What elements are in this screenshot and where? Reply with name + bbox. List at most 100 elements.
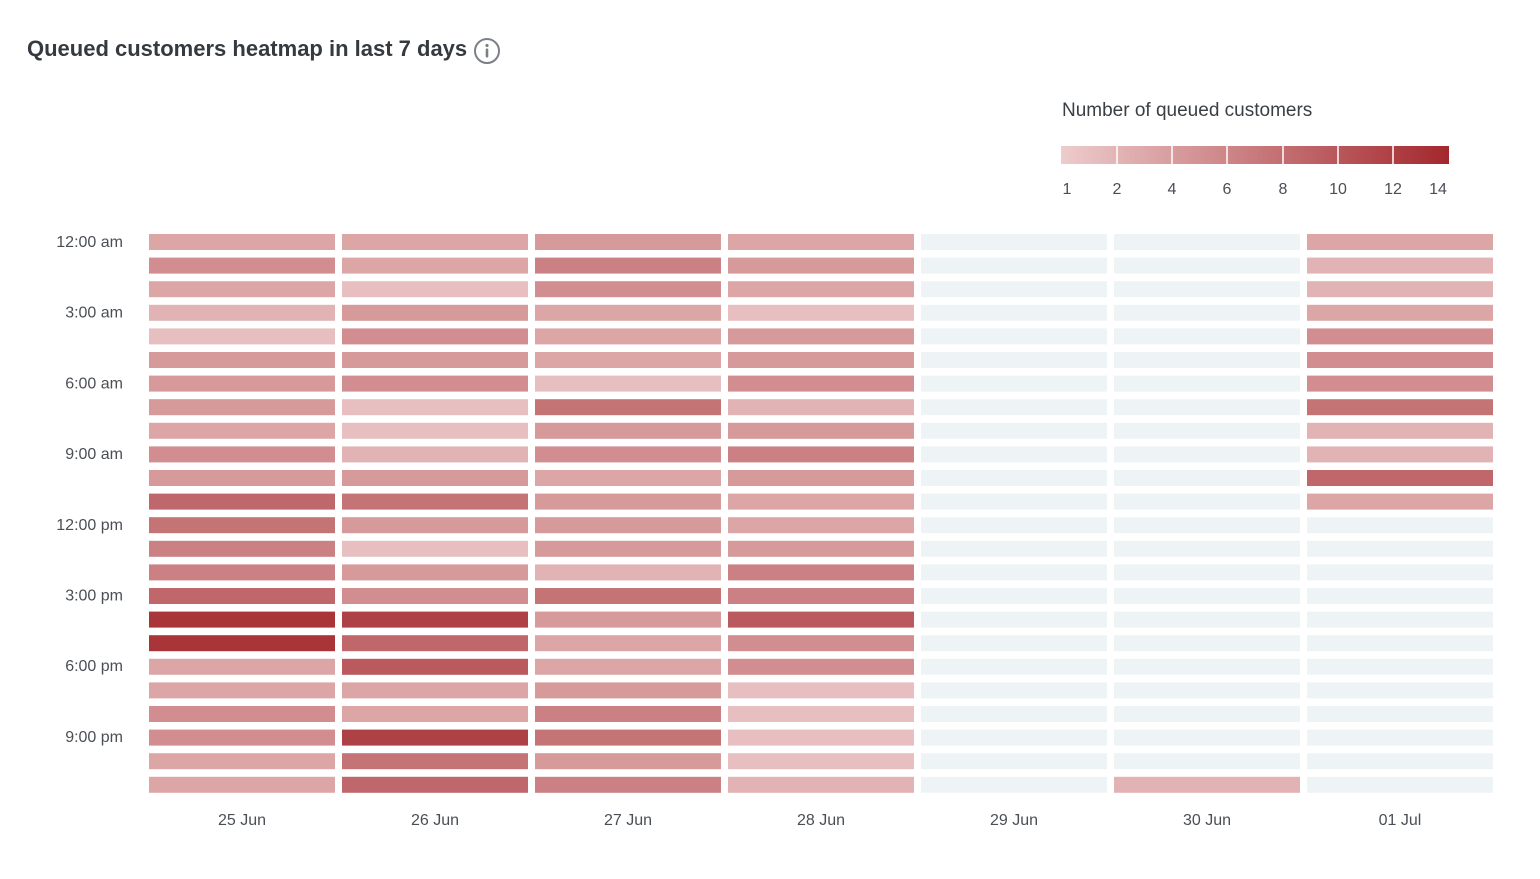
heatmap-cell	[1114, 706, 1300, 722]
heatmap-cell	[921, 658, 1107, 675]
heatmap-cell	[728, 682, 914, 699]
y-tick-label: 12:00 pm	[56, 517, 123, 534]
legend-tick-label: 10	[1329, 181, 1347, 198]
legend-tick-label: 1	[1063, 181, 1072, 198]
heatmap-cell	[149, 588, 335, 604]
heatmap-cell	[728, 422, 914, 439]
legend-tick-label: 2	[1113, 181, 1122, 198]
heatmap-cell	[342, 588, 528, 604]
heatmap-cell	[149, 658, 335, 675]
heatmap-cell	[1114, 375, 1300, 392]
heatmap-cell	[728, 706, 914, 722]
heatmap-cell	[535, 257, 721, 274]
heatmap-cell	[1307, 706, 1493, 722]
heatmap-cell	[342, 470, 528, 486]
heatmap-cell	[1114, 352, 1300, 368]
heatmap-cell	[149, 776, 335, 793]
heatmap-cell	[728, 635, 914, 652]
heatmap-cell	[1307, 682, 1493, 699]
heatmap-cell	[921, 422, 1107, 439]
legend-tick-label: 8	[1279, 181, 1288, 198]
heatmap-cell	[921, 328, 1107, 345]
heatmap-cell	[535, 352, 721, 368]
heatmap-cell	[149, 729, 335, 746]
heatmap-cell	[1307, 257, 1493, 274]
heatmap-cell	[921, 399, 1107, 416]
heatmap-cell	[342, 281, 528, 298]
heatmap-cell	[921, 470, 1107, 486]
heatmap-cell	[1114, 446, 1300, 463]
heatmap-cell	[1114, 234, 1300, 250]
heatmap-cell	[921, 776, 1107, 793]
heatmap-cell	[535, 281, 721, 298]
heatmap-cell	[921, 611, 1107, 628]
x-tick-label: 28 Jun	[797, 812, 845, 829]
heatmap-cell	[728, 446, 914, 463]
heatmap-cell	[1114, 422, 1300, 439]
heatmap-cell	[149, 352, 335, 368]
heatmap-cell	[342, 304, 528, 321]
heatmap-cell	[342, 493, 528, 510]
heatmap-cell	[921, 564, 1107, 581]
heatmap-cell	[149, 422, 335, 439]
heatmap-cell	[1114, 611, 1300, 628]
legend-title: Number of queued customers	[1062, 100, 1312, 121]
heatmap-cell	[1307, 375, 1493, 392]
heatmap-cell	[342, 753, 528, 770]
heatmap-cell	[921, 352, 1107, 368]
heatmap-cell	[535, 776, 721, 793]
chart-title: Queued customers heatmap in last 7 days	[27, 36, 468, 61]
heatmap-cell	[728, 470, 914, 486]
heatmap-cell	[1307, 753, 1493, 770]
heatmap-cell	[728, 588, 914, 604]
y-tick-label: 6:00 am	[65, 375, 123, 392]
heatmap-cell	[921, 375, 1107, 392]
heatmap-cell	[1307, 422, 1493, 439]
heatmap-cell	[728, 352, 914, 368]
heatmap-cell	[728, 753, 914, 770]
x-tick-label: 25 Jun	[218, 812, 266, 829]
heatmap-cell	[535, 328, 721, 345]
heatmap-cell	[1307, 635, 1493, 652]
heatmap-cell	[921, 234, 1107, 250]
heatmap-cell	[149, 470, 335, 486]
info-circle-icon[interactable]	[473, 37, 501, 64]
heatmap-cell	[149, 517, 335, 534]
heatmap-cell	[149, 328, 335, 345]
heatmap-cell	[149, 281, 335, 298]
heatmap-cell	[728, 234, 914, 250]
heatmap-cells	[149, 234, 1493, 793]
heatmap-cell	[1307, 540, 1493, 557]
heatmap-cell	[342, 564, 528, 581]
heatmap-cell	[1307, 328, 1493, 345]
heatmap-cell	[728, 611, 914, 628]
x-tick-label: 30 Jun	[1183, 812, 1231, 829]
heatmap-cell	[728, 304, 914, 321]
heatmap-cell	[1114, 564, 1300, 581]
heatmap-cell	[1307, 658, 1493, 675]
heatmap-cell	[535, 682, 721, 699]
heatmap-cell	[342, 540, 528, 557]
heatmap-cell	[728, 776, 914, 793]
heatmap-cell	[535, 658, 721, 675]
heatmap-cell	[342, 375, 528, 392]
heatmap-cell	[342, 328, 528, 345]
heatmap-cell	[921, 682, 1107, 699]
heatmap-cell	[921, 281, 1107, 298]
heatmap-cell	[149, 257, 335, 274]
heatmap-cell	[149, 635, 335, 652]
heatmap-cell	[535, 234, 721, 250]
heatmap-cell	[1114, 682, 1300, 699]
heatmap-cell	[1307, 611, 1493, 628]
heatmap-cell	[728, 257, 914, 274]
heatmap-cell	[1114, 635, 1300, 652]
y-tick-label: 3:00 am	[65, 305, 123, 322]
heatmap-cell	[535, 399, 721, 416]
heatmap-cell	[1114, 517, 1300, 534]
heatmap-cell	[535, 470, 721, 486]
heatmap-cell	[921, 588, 1107, 604]
x-tick-label: 27 Jun	[604, 812, 652, 829]
heatmap-cell	[728, 729, 914, 746]
